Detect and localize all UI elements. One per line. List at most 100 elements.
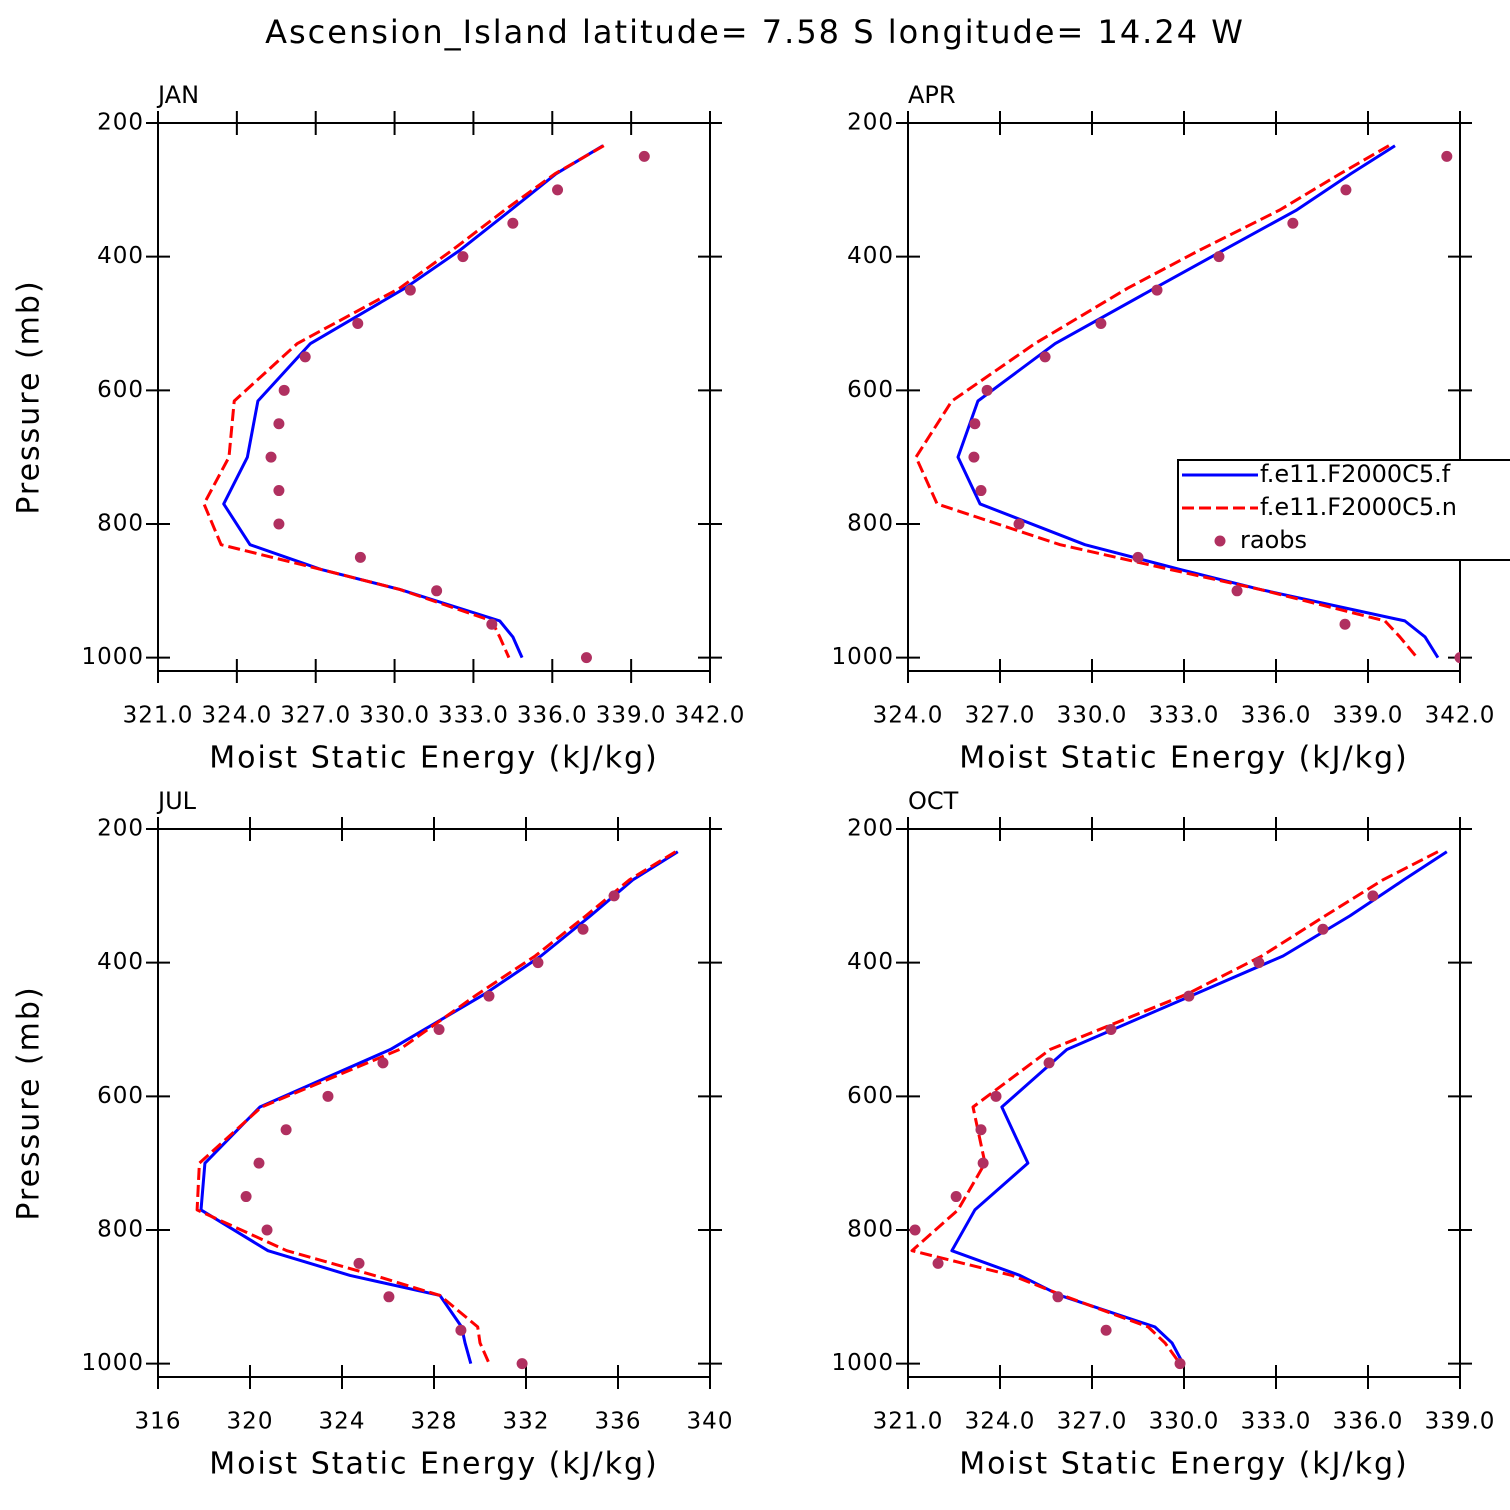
x-tick-label: 320 (227, 1409, 274, 1435)
y-tick-label: 200 (97, 110, 144, 136)
panel: 321.0 324.0 327.0 330.0 333.0 336.0 339.0 200 40… (831, 787, 1494, 1482)
raob-point (1095, 317, 1107, 329)
raob-point (1287, 217, 1299, 229)
raob-point (580, 652, 592, 664)
raob-point (483, 990, 495, 1002)
profile-line (195, 850, 677, 1365)
raob-point (977, 1157, 989, 1169)
x-tick-label: 327.0 (280, 703, 351, 729)
legend-label: f.e11.F2000C5.n (1260, 493, 1457, 521)
raob-point (354, 551, 366, 563)
raob-point (968, 451, 980, 463)
plot-frame (157, 122, 711, 672)
raob-point (1132, 551, 1144, 563)
raob-point (353, 1257, 365, 1269)
raob-point (383, 1291, 395, 1303)
panel-title: APR (908, 81, 956, 109)
x-axis-title: Moist Static Energy (kJ/kg) (959, 1447, 1409, 1482)
y-tick-label: 400 (97, 949, 144, 975)
x-tick-label: 333.0 (1149, 703, 1220, 729)
raob-point (431, 585, 443, 597)
raob-point (265, 451, 277, 463)
x-tick-label: 340 (687, 1409, 734, 1435)
raob-point (552, 184, 564, 196)
plot-frame (157, 828, 711, 1378)
legend-marker (1214, 535, 1226, 547)
x-axis-title: Moist Static Energy (kJ/kg) (209, 741, 659, 776)
raob-point (507, 217, 519, 229)
raob-point (1454, 652, 1460, 664)
raob-point (1441, 150, 1453, 162)
panel: 316 320 324 328 332 336 340 200 400 600 800 1000 JUL… (12, 787, 734, 1482)
raob-point (280, 1124, 292, 1136)
raob-point (1231, 585, 1243, 597)
figure-title: Ascension_Island latitude= 7.58 S longit… (265, 13, 1245, 51)
raob-point (975, 1124, 987, 1136)
raob-point (273, 418, 285, 430)
x-tick-label: 336 (595, 1409, 642, 1435)
raob-point (278, 384, 290, 396)
x-tick-label: 336.0 (1333, 1409, 1404, 1435)
panel-title: OCT (908, 787, 959, 815)
x-axis-title: Moist Static Energy (kJ/kg) (959, 741, 1409, 776)
raob-point (1013, 518, 1025, 530)
x-tick-label: 342.0 (1425, 703, 1496, 729)
x-tick-label: 324.0 (965, 1409, 1036, 1435)
raob-point (516, 1358, 528, 1370)
profile-line (956, 144, 1440, 659)
y-tick-label: 800 (97, 510, 144, 536)
raob-point (1105, 1023, 1117, 1035)
profile-line (910, 850, 1439, 1365)
x-tick-label: 330.0 (1057, 703, 1128, 729)
raob-point (975, 485, 987, 497)
raob-point (1151, 284, 1163, 296)
legend-label: f.e11.F2000C5.f (1260, 460, 1451, 488)
raob-point (932, 1257, 944, 1269)
raob-point (1043, 1057, 1055, 1069)
profile-line (222, 144, 604, 659)
plot-frame (907, 122, 1461, 672)
y-tick-label: 1000 (831, 644, 894, 670)
x-tick-label: 321.0 (123, 703, 194, 729)
profile-line (199, 850, 679, 1365)
y-axis-title: Pressure (mb) (12, 985, 47, 1220)
y-tick-label: 400 (847, 949, 894, 975)
x-tick-label: 333.0 (1241, 1409, 1312, 1435)
raob-point (457, 251, 469, 263)
legend: f.e11.F2000C5.f f.e11.F2000C5.n raobs (1177, 459, 1510, 561)
x-tick-label: 327.0 (965, 703, 1036, 729)
x-tick-label: 342.0 (675, 703, 746, 729)
raob-point (1100, 1324, 1112, 1336)
raob-point (1183, 990, 1195, 1002)
raob-point (299, 351, 311, 363)
raob-point (322, 1090, 334, 1102)
y-tick-label: 800 (97, 1216, 144, 1242)
y-tick-label: 1000 (81, 1350, 144, 1376)
legend-label: raobs (1240, 526, 1307, 554)
raob-point (950, 1191, 962, 1203)
y-tick-label: 600 (97, 377, 144, 403)
x-tick-label: 321.0 (873, 1409, 944, 1435)
profile-line (914, 144, 1419, 659)
profile-line (950, 850, 1448, 1365)
y-tick-label: 400 (847, 243, 894, 269)
y-axis-title: Pressure (mb) (12, 279, 47, 514)
raob-point (577, 923, 589, 935)
panel-title: JUL (156, 787, 197, 815)
raob-point (1174, 1358, 1186, 1370)
profile-line (202, 144, 605, 659)
x-tick-label: 332 (503, 1409, 550, 1435)
panel: 324.0 327.0 330.0 333.0 336.0 339.0 342.0 200 40… (831, 81, 1496, 776)
raob-point (1253, 957, 1265, 969)
plot-frame (907, 828, 1461, 1378)
raob-point (433, 1023, 445, 1035)
plot-area (195, 850, 679, 1370)
y-tick-label: 1000 (831, 1350, 894, 1376)
raob-point (486, 618, 498, 630)
raob-point (990, 1090, 1002, 1102)
y-tick-label: 200 (97, 816, 144, 842)
x-tick-label: 328 (411, 1409, 458, 1435)
x-tick-label: 336.0 (1241, 703, 1312, 729)
y-tick-label: 200 (847, 110, 894, 136)
